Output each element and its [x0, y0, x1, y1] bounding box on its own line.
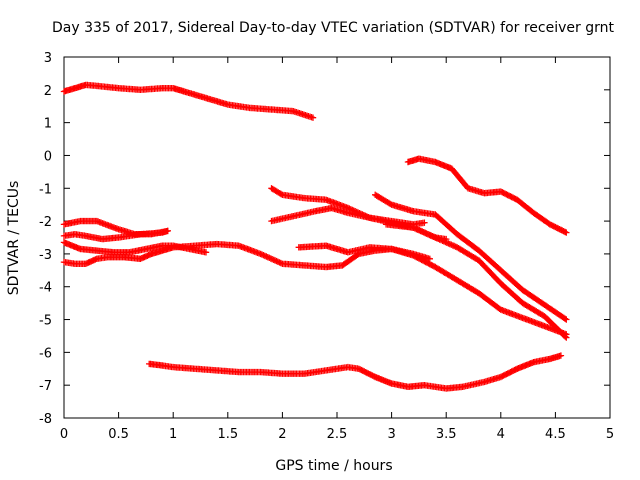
- series-points: [60, 81, 317, 121]
- y-tick-label: 1: [44, 117, 52, 132]
- y-tick-label: -1: [39, 182, 52, 197]
- x-tick-label: 2: [278, 427, 286, 442]
- x-axis: 0 0.5 1 1.5 2 2.5 3 3.5 4 4.5 5: [60, 57, 614, 442]
- x-tick-label: 1.5: [217, 427, 238, 442]
- x-tick-label: 0.5: [108, 427, 129, 442]
- series-track-b: [404, 155, 570, 236]
- y-tick-label: -4: [39, 281, 52, 296]
- series-points: [382, 221, 570, 341]
- series-track-f: [382, 221, 570, 341]
- series-track-e: [372, 191, 570, 323]
- x-tick-label: 1: [169, 427, 177, 442]
- x-tick-label: 3.5: [436, 427, 457, 442]
- series-points: [146, 352, 565, 392]
- series-points: [60, 239, 210, 256]
- x-axis-label: GPS time / hours: [275, 458, 392, 474]
- y-tick-label: -6: [39, 346, 52, 361]
- y-tick-label: 3: [44, 51, 52, 66]
- chart-title: Day 335 of 2017, Sidereal Day-to-day VTE…: [52, 20, 614, 36]
- series-points: [404, 155, 570, 236]
- y-tick-label: -3: [39, 248, 52, 263]
- series-points: [295, 242, 570, 338]
- y-tick-label: -5: [39, 314, 52, 329]
- series-points: [60, 217, 171, 238]
- y-tick-label: -7: [39, 379, 52, 394]
- y-axis: 3 2 1 0 -1 -2 -3 -4 -5 -6 -7 -8: [39, 51, 610, 427]
- series-track-k: [60, 217, 171, 238]
- y-tick-label: 0: [44, 149, 52, 164]
- series-points: [372, 191, 570, 323]
- x-tick-label: 4: [497, 427, 505, 442]
- data-points: [60, 81, 570, 392]
- x-tick-label: 0: [60, 427, 68, 442]
- y-axis-label: SDTVAR / TECUs: [6, 181, 22, 296]
- y-tick-label: 2: [44, 84, 52, 99]
- series-track-i: [60, 239, 210, 256]
- series-track-a: [60, 81, 317, 121]
- series-track-l: [146, 352, 565, 392]
- y-tick-label: -8: [39, 412, 52, 427]
- series-track-g: [295, 242, 570, 338]
- x-tick-label: 2.5: [327, 427, 348, 442]
- x-tick-label: 4.5: [545, 427, 566, 442]
- y-tick-label: -2: [39, 215, 52, 230]
- x-tick-label: 5: [606, 427, 614, 442]
- x-tick-label: 3: [387, 427, 395, 442]
